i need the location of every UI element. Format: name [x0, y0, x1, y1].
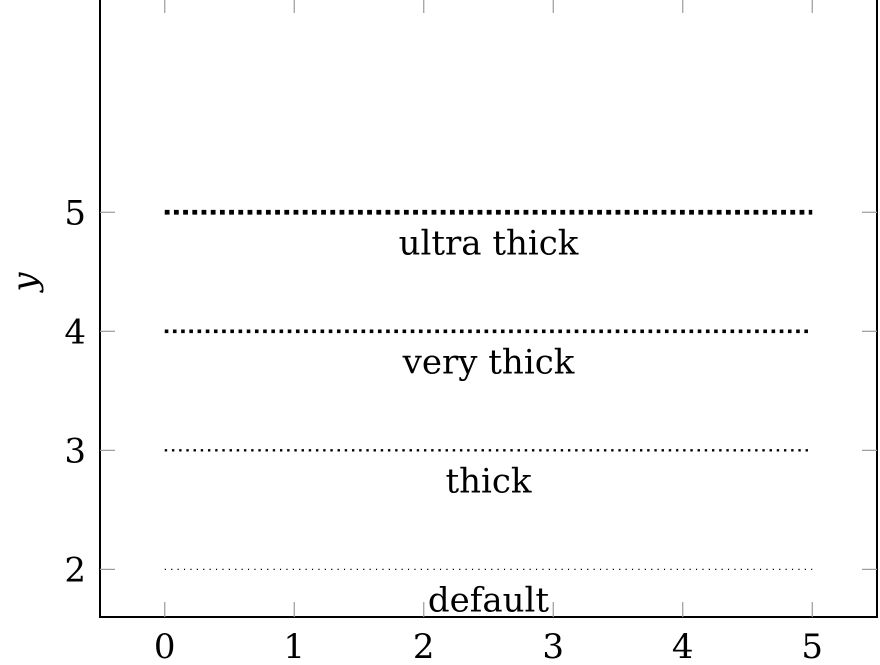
series-lines — [164, 209, 813, 570]
y-tick-label-1: 3 — [64, 431, 86, 471]
axis-frame — [99, 0, 878, 618]
y-tick-label-2: 4 — [64, 312, 86, 352]
x-tick-label-3: 3 — [542, 627, 564, 660]
y-tick-label-0: 2 — [64, 550, 86, 590]
y-tick-label-3: 5 — [64, 193, 86, 233]
series-label-very-thick: very thick — [402, 342, 575, 382]
series-label-ultra-thick: ultra thick — [399, 223, 579, 263]
x-tick-label-1: 1 — [283, 627, 305, 660]
axis-ticks: 0 1 2 3 4 5 2 3 4 5 — [64, 0, 877, 665]
series-label-default: default — [428, 580, 550, 620]
series-label-thick: thick — [445, 461, 531, 501]
x-tick-label-0: 0 — [154, 627, 176, 660]
x-tick-label-2: 2 — [413, 627, 435, 660]
plot-border — [99, 0, 878, 618]
series-labels: default thick very thick ultra thick — [399, 223, 579, 620]
x-tick-label-5: 5 — [801, 627, 823, 660]
x-tick-label-4: 4 — [672, 627, 694, 660]
y-axis-label: y — [5, 272, 45, 294]
